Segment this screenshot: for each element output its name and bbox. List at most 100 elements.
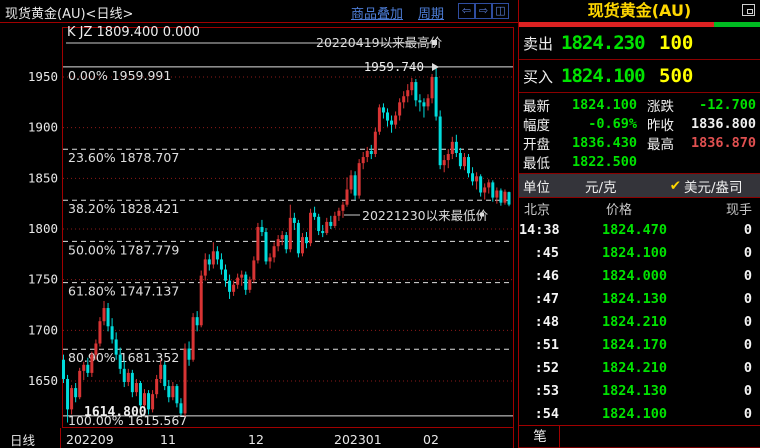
tape-header: 北京 价格 现手: [519, 198, 760, 218]
tape-price: 1824.130: [601, 290, 667, 307]
tape-time: :53: [534, 382, 559, 399]
overlay-link[interactable]: 商品叠加: [351, 7, 404, 22]
tape-time: :45: [534, 244, 559, 261]
candle-body: [333, 215, 337, 226]
candle-body: [126, 372, 130, 383]
tape-price: 1824.210: [601, 313, 667, 330]
tape-price: 1824.170: [601, 336, 667, 353]
candle-body: [288, 217, 292, 250]
candle-body: [381, 107, 385, 113]
candle-body: [171, 386, 175, 398]
candle-body: [410, 82, 414, 91]
candle-body: [264, 232, 268, 262]
tape-volume: 0: [743, 382, 752, 399]
open-label: 开盘: [523, 136, 550, 153]
candle-body: [365, 150, 369, 158]
candle-body: [406, 90, 410, 97]
fib-label: 61.80% 1747.137: [68, 284, 179, 299]
candlestick-chart[interactable]: 1950 1900 1850 1800 1750 1700 1650 0.00% 1959.9…: [0, 22, 530, 448]
candle-body: [442, 160, 446, 166]
fib-label: 0.00% 1959.991: [68, 68, 171, 83]
candle-body: [349, 175, 353, 190]
candle-body: [86, 364, 90, 373]
candle-body: [66, 378, 70, 410]
low-value: 1822.500: [571, 153, 637, 170]
candle-body: [369, 150, 373, 155]
candle-body: [272, 246, 276, 258]
period-link[interactable]: 周期: [418, 7, 445, 22]
candle-body: [211, 251, 215, 265]
candle-body: [353, 175, 357, 196]
candle-body: [280, 235, 284, 240]
unit-option-usd-per-ounce[interactable]: 美元/盎司: [684, 179, 743, 196]
unit-option-cny-per-gram[interactable]: 元/克: [585, 179, 617, 196]
tab-tick[interactable]: 笔: [521, 426, 560, 448]
candle-body: [102, 308, 106, 322]
candle-body: [357, 163, 361, 196]
y-axis-tick: 1750: [28, 272, 58, 287]
prev-close-label: 昨收: [647, 117, 674, 134]
candle-body: [479, 176, 483, 193]
candle-body: [159, 364, 163, 379]
candle-body: [507, 192, 511, 205]
candle-body: [260, 226, 264, 233]
candle-body: [458, 152, 462, 167]
candle-body: [422, 102, 426, 107]
candle-body: [325, 221, 329, 234]
candle-body: [394, 115, 398, 125]
x-tick-label: 02: [423, 432, 439, 447]
candle-body: [252, 260, 256, 280]
split-window-icon[interactable]: ◫: [492, 3, 509, 19]
fib-label: 80.90% 1681.352: [68, 350, 179, 365]
candle-body: [446, 154, 450, 161]
instrument-title: 现货黄金(AU)<日线>: [5, 7, 134, 22]
candle-body: [345, 189, 349, 205]
candle-body: [122, 368, 126, 383]
tape-volume: 0: [743, 313, 752, 330]
candle-body: [78, 370, 82, 398]
fib-label: 38.20% 1828.421: [68, 201, 179, 216]
tape-header-time: 北京: [524, 202, 551, 218]
tape-row: 14:38 1824.470 0: [519, 218, 760, 241]
tape-row: :45 1824.100 0: [519, 241, 760, 264]
candle-body: [240, 274, 244, 278]
candle-body: [503, 191, 507, 203]
latest-value: 1824.100: [571, 96, 637, 113]
candle-body: [199, 275, 203, 326]
sell-quote-row[interactable]: 卖出 1824.230 100: [519, 27, 760, 59]
period-tab[interactable]: 日线: [10, 433, 36, 448]
high-label: 最高: [647, 136, 674, 153]
x-tick-label: 202209: [66, 432, 114, 447]
candle-body: [471, 173, 475, 182]
candle-body: [414, 82, 418, 101]
tape-time: :47: [534, 290, 559, 307]
candle-body: [74, 388, 78, 398]
candle-body: [143, 393, 146, 406]
indicator-label: K JZ 1809.400 0.000: [67, 25, 200, 40]
candle-body: [373, 131, 377, 155]
candle-body: [386, 112, 389, 121]
restore-window-icon[interactable]: [742, 4, 755, 16]
tape-price: 1824.210: [601, 359, 667, 376]
y-axis-tick: 1650: [28, 373, 58, 388]
y-axis-tick: 1700: [28, 322, 58, 337]
tape-price: 1824.000: [601, 267, 667, 284]
candle-body: [475, 176, 479, 182]
stats-panel: 最新 1824.100 涨跌 -12.700 幅度 -0.69% 昨收 1836…: [519, 93, 760, 173]
candle-body: [138, 383, 142, 406]
candle-body: [284, 235, 288, 250]
back-arrow-icon[interactable]: ⇦: [458, 3, 475, 19]
tape-volume: 0: [743, 359, 752, 376]
fib-label: 50.00% 1787.779: [68, 242, 179, 257]
candle-body: [276, 239, 280, 247]
buy-quote-row[interactable]: 买入 1824.100 500: [519, 60, 760, 92]
candle-body: [296, 222, 300, 254]
high-annotation: 20220419以来最高价: [316, 35, 443, 50]
forward-arrow-icon[interactable]: ⇨: [475, 3, 492, 19]
tape-row: :53 1824.130 0: [519, 379, 760, 402]
candle-body: [183, 348, 187, 414]
axis-divider-right: [513, 428, 514, 448]
open-value: 1836.430: [571, 134, 637, 151]
x-axis: 日线 202209 11 12 202301 02: [0, 428, 530, 448]
tape-price: 1824.130: [601, 382, 667, 399]
